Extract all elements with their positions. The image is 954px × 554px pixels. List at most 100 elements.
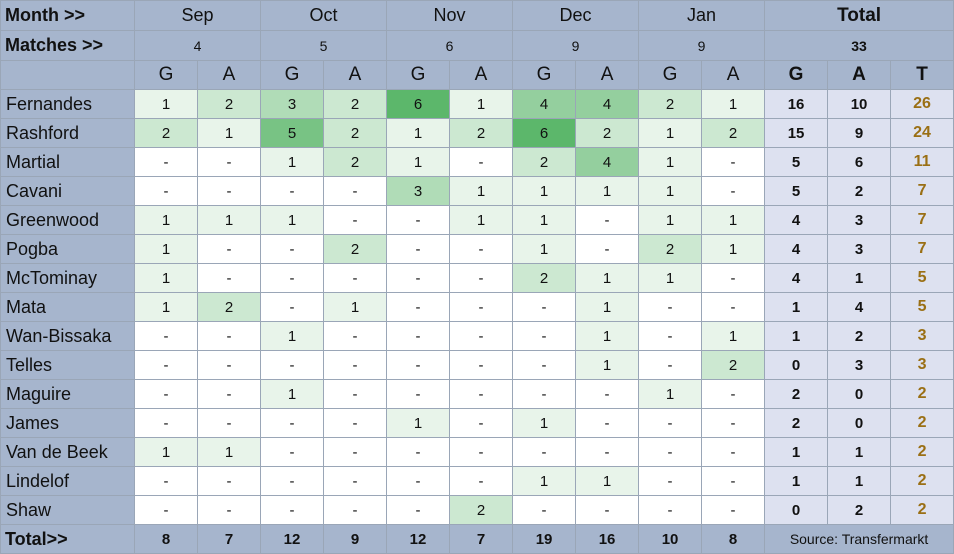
matches-label: Matches >> xyxy=(0,30,135,61)
matches-sep: 4 xyxy=(134,30,261,61)
total-goals-cell: 2 xyxy=(764,408,829,438)
assists-cell: - xyxy=(701,495,766,525)
total-goals-cell: 4 xyxy=(764,263,829,293)
assists-cell: - xyxy=(701,263,766,293)
player-name: Greenwood xyxy=(0,205,135,235)
goals-cell: 1 xyxy=(134,89,198,119)
goals-cell: 1 xyxy=(134,292,198,322)
assists-cell: 2 xyxy=(322,89,388,119)
assists-cell: 1 xyxy=(701,205,766,235)
assists-cell: - xyxy=(575,234,640,264)
column-total-cell: 9 xyxy=(322,524,388,554)
goals-cell: 1 xyxy=(638,118,703,148)
assists-cell: 2 xyxy=(701,350,766,380)
goals-cell: - xyxy=(134,147,198,177)
goals-cell: 1 xyxy=(134,234,198,264)
a-header: A xyxy=(701,60,766,90)
goals-cell: - xyxy=(512,292,577,322)
player-name: Cavani xyxy=(0,176,135,206)
total-g-header: G xyxy=(764,60,829,90)
total-goals-cell: 1 xyxy=(764,321,829,351)
player-name: Pogba xyxy=(0,234,135,264)
goals-cell: - xyxy=(512,379,577,409)
assists-cell: - xyxy=(197,234,261,264)
assists-cell: 1 xyxy=(197,205,261,235)
goals-cell: 3 xyxy=(260,89,324,119)
player-row: Telles - - - - - - -1-2 0 3 3 xyxy=(0,350,954,380)
g-header: G xyxy=(260,60,324,90)
assists-cell: 2 xyxy=(197,292,261,322)
goals-cell: 2 xyxy=(512,147,577,177)
assists-cell: - xyxy=(322,379,388,409)
assists-cell: - xyxy=(322,350,388,380)
player-name: Shaw xyxy=(0,495,135,525)
total-goals-cell: 2 xyxy=(764,379,829,409)
goals-cell: - xyxy=(260,350,324,380)
goals-cell: - xyxy=(386,466,451,496)
a-header: A xyxy=(575,60,640,90)
total-ga-cell: 11 xyxy=(890,147,954,177)
goals-cell: - xyxy=(260,234,324,264)
column-total-cell: 7 xyxy=(449,524,514,554)
goals-cell: 1 xyxy=(512,176,577,206)
total-assists-cell: 0 xyxy=(827,379,892,409)
total-row-label: Total>> xyxy=(0,524,135,554)
assists-cell: 2 xyxy=(197,89,261,119)
player-row: Van de Beek 1 1- - - - - - - -1 1 2 xyxy=(0,437,954,467)
matches-row: Matches >> 4 5 6 9 9 33 xyxy=(0,30,954,61)
assists-cell: 1 xyxy=(575,321,640,351)
assists-cell: 4 xyxy=(575,147,640,177)
goals-cell: - xyxy=(638,321,703,351)
goals-cell: 2 xyxy=(134,118,198,148)
player-name: Wan-Bissaka xyxy=(0,321,135,351)
total-a-header: A xyxy=(827,60,892,90)
total-assists-cell: 9 xyxy=(827,118,892,148)
column-total-cell: 19 xyxy=(512,524,577,554)
total-goals-cell: 1 xyxy=(764,437,829,467)
goals-cell: - xyxy=(638,350,703,380)
total-ga-cell: 2 xyxy=(890,408,954,438)
goals-cell: 4 xyxy=(512,89,577,119)
total-ga-cell: 2 xyxy=(890,495,954,525)
month-sep: Sep xyxy=(134,0,261,31)
total-ga-cell: 24 xyxy=(890,118,954,148)
goals-cell: 1 xyxy=(512,466,577,496)
assists-cell: - xyxy=(701,147,766,177)
goals-cell: 1 xyxy=(386,408,451,438)
total-assists-cell: 6 xyxy=(827,147,892,177)
goals-cell: 1 xyxy=(260,147,324,177)
goals-cell: - xyxy=(260,176,324,206)
assists-cell: 1 xyxy=(322,292,388,322)
assists-cell: - xyxy=(701,176,766,206)
goals-cell: 2 xyxy=(638,89,703,119)
matches-nov: 6 xyxy=(386,30,514,61)
assists-cell: 1 xyxy=(197,437,261,467)
assists-cell: - xyxy=(701,408,766,438)
total-assists-cell: 3 xyxy=(827,234,892,264)
player-row: Wan-Bissaka - -1- - - -1-1 1 2 3 xyxy=(0,321,954,351)
total-ga-cell: 5 xyxy=(890,292,954,322)
column-total-cell: 8 xyxy=(134,524,198,554)
assists-cell: 1 xyxy=(701,89,766,119)
goals-cell: - xyxy=(512,495,577,525)
total-assists-cell: 1 xyxy=(827,437,892,467)
assists-cell: - xyxy=(197,495,261,525)
goals-cell: 1 xyxy=(386,147,451,177)
assists-cell: - xyxy=(449,408,514,438)
goals-cell: - xyxy=(638,292,703,322)
total-goals-cell: 1 xyxy=(764,292,829,322)
ga-row: G A G A G A G A G A G A T xyxy=(0,60,954,90)
goals-cell: - xyxy=(386,495,451,525)
player-row: Shaw - - - - -2- - - -0 2 2 xyxy=(0,495,954,525)
total-ga-cell: 3 xyxy=(890,350,954,380)
goals-cell: 1 xyxy=(260,321,324,351)
goals-cell: 1 xyxy=(134,437,198,467)
total-ga-cell: 2 xyxy=(890,437,954,467)
goals-cell: 1 xyxy=(512,408,577,438)
player-name: Mata xyxy=(0,292,135,322)
player-name: Van de Beek xyxy=(0,437,135,467)
assists-cell: 1 xyxy=(701,234,766,264)
column-total-cell: 10 xyxy=(638,524,703,554)
total-assists-cell: 10 xyxy=(827,89,892,119)
